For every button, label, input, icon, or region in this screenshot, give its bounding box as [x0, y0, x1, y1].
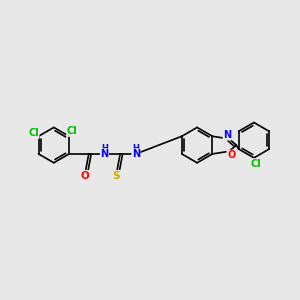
Text: N: N: [100, 149, 109, 159]
Text: Cl: Cl: [250, 159, 261, 169]
Text: O: O: [227, 150, 235, 160]
Text: N: N: [223, 130, 231, 140]
Text: O: O: [80, 170, 89, 181]
Text: N: N: [132, 149, 140, 159]
Text: H: H: [132, 143, 139, 152]
Text: Cl: Cl: [67, 126, 77, 136]
Text: S: S: [112, 170, 120, 181]
Text: H: H: [101, 143, 108, 152]
Text: Cl: Cl: [28, 128, 39, 138]
